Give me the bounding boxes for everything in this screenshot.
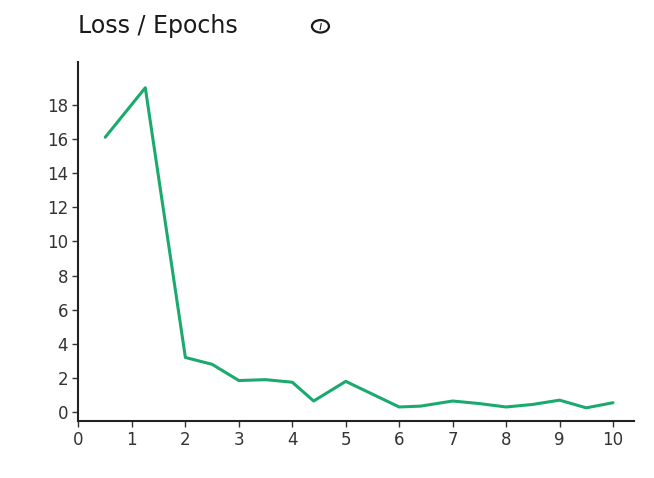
Text: Loss / Epochs: Loss / Epochs xyxy=(78,14,238,38)
Text: i: i xyxy=(318,20,322,33)
